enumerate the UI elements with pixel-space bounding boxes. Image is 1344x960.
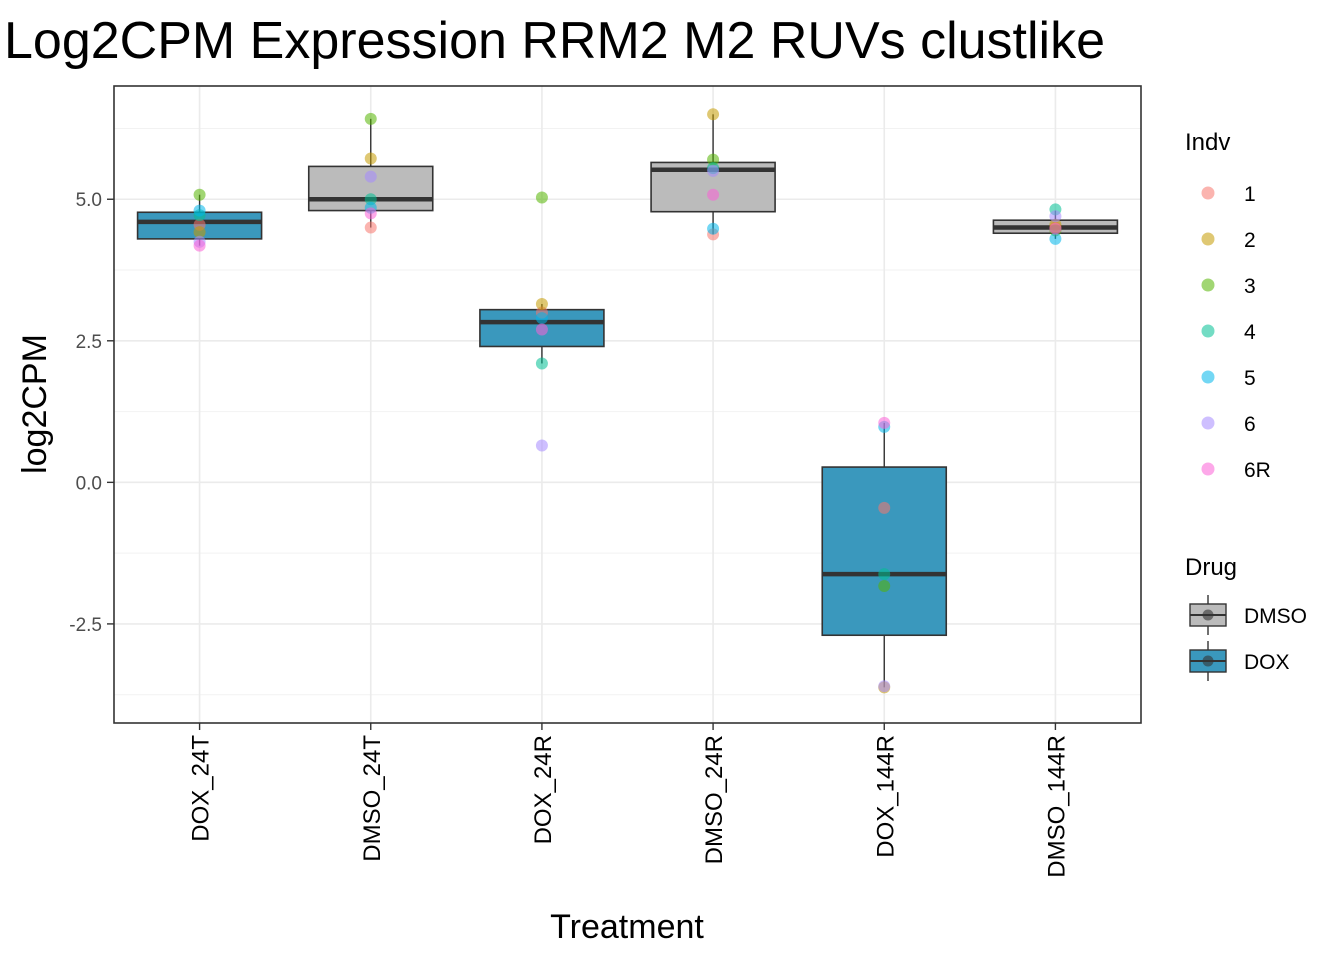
legend-indv-label: 2 <box>1244 229 1256 252</box>
data-point-DMSO_144R-5 <box>1049 232 1062 245</box>
data-point-DOX_24T-5 <box>193 204 206 217</box>
data-point-DMSO_144R-6 <box>1049 210 1062 223</box>
data-point-DOX_24R-5 <box>535 312 548 325</box>
legend-indv-label: 3 <box>1244 275 1256 298</box>
data-point-DOX_144R-1 <box>878 501 891 514</box>
legend-drug-key-DOX <box>1189 641 1227 681</box>
data-point-DMSO_24R-5 <box>707 222 720 235</box>
data-point-DOX_24R-6 <box>535 439 548 452</box>
panel-border <box>113 85 1142 724</box>
data-point-DOX_24R-6R <box>535 323 548 336</box>
x-tick-label: DOX_144R <box>872 735 899 858</box>
legend-indv-label: 1 <box>1244 183 1256 206</box>
data-point-DOX_144R-3 <box>878 579 891 592</box>
legend-indv-key <box>1201 324 1215 338</box>
data-point-DMSO_24R-2 <box>707 108 720 121</box>
data-point-DOX_144R-6 <box>878 680 891 693</box>
x-tick-label: DMSO_24T <box>359 735 386 862</box>
data-point-DMSO_24R-6 <box>707 164 720 177</box>
data-point-DOX_24T-2 <box>193 226 206 239</box>
data-point-DOX_144R-6R <box>878 416 891 429</box>
data-point-DMSO_24T-4 <box>364 193 377 206</box>
box-DOX_144R <box>821 422 948 688</box>
data-point-DMSO_24T-6 <box>364 170 377 183</box>
x-tick-label: DOX_24T <box>188 735 215 842</box>
x-axis-label: Treatment <box>550 908 704 946</box>
legend-indv-key <box>1201 232 1215 246</box>
legend-indv-label: 4 <box>1244 321 1256 344</box>
y-tick-label: 2.5 <box>76 332 102 353</box>
data-point-DMSO_24R-6R <box>707 188 720 201</box>
legend-drug-point <box>1202 609 1214 621</box>
x-tick-label: DMSO_24R <box>701 735 728 864</box>
data-point-DMSO_144R-6R <box>1049 222 1062 235</box>
legend-indv-label: 6 <box>1244 413 1256 436</box>
legend-drug-label: DOX <box>1244 651 1290 674</box>
data-point-DMSO_24T-1 <box>364 221 377 234</box>
panel-background <box>114 86 1141 723</box>
legend-indv-title: Indv <box>1185 129 1230 156</box>
data-point-DOX_24T-3 <box>193 188 206 201</box>
chart-title: Log2CPM Expression RRM2 M2 RUVs clustlik… <box>4 12 1105 70</box>
y-tick-label: 5.0 <box>76 190 102 211</box>
legend-indv-key <box>1201 186 1215 200</box>
data-point-DOX_24R-2 <box>535 297 548 310</box>
x-tick-label: DMSO_144R <box>1043 735 1070 878</box>
legend-indv-label: 5 <box>1244 367 1256 390</box>
data-point-DMSO_24T-3 <box>364 112 377 125</box>
legend-indv-key <box>1201 370 1215 384</box>
data-point-DOX_24R-4 <box>535 357 548 370</box>
legend-drug-key-DMSO <box>1189 595 1227 635</box>
legend-drug-title: Drug <box>1185 554 1237 581</box>
y-tick-label: 0.0 <box>76 473 102 494</box>
box-body <box>821 466 948 637</box>
legend-indv-label: 6R <box>1244 459 1271 482</box>
data-point-DOX_144R-4 <box>878 568 891 581</box>
legend-indv-key <box>1201 462 1215 476</box>
legend-drug-label: DMSO <box>1244 605 1307 628</box>
data-point-DOX_24R-3 <box>535 191 548 204</box>
legend-drug: Drug DMSO DOX <box>1185 554 1307 681</box>
legend-indv-key <box>1201 416 1215 430</box>
data-point-DMSO_24T-2 <box>364 152 377 165</box>
plot-panel <box>113 85 1142 724</box>
legend-indv-key <box>1201 278 1215 292</box>
y-tick-label: -2.5 <box>69 615 102 636</box>
data-point-DOX_24T-6R <box>193 239 206 252</box>
data-point-DMSO_24T-6R <box>364 207 377 220</box>
x-tick-label: DOX_24R <box>530 735 557 844</box>
legend-indv: Indv 1 2 3 4 5 6 6R <box>1185 129 1271 482</box>
y-axis-label: log2CPM <box>16 334 54 474</box>
legend-drug-point <box>1202 655 1214 667</box>
data-point-DMSO_24R-3 <box>707 153 720 166</box>
